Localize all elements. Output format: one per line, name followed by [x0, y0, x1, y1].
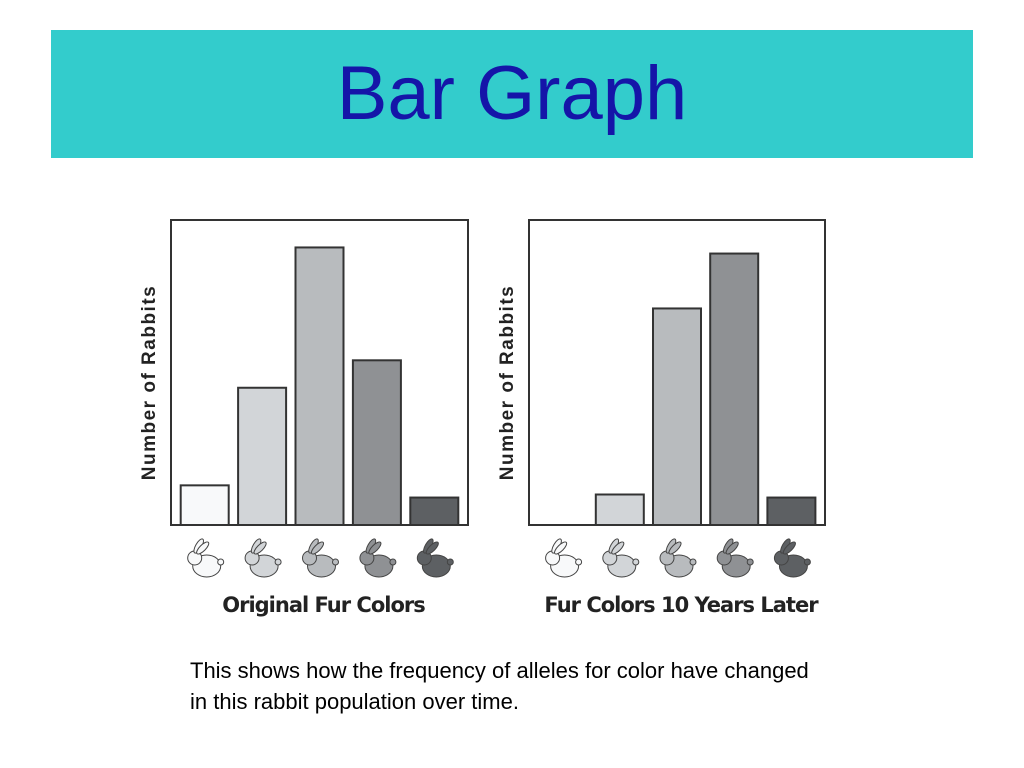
rabbit-tail	[689, 558, 697, 566]
x-axis-label: Fur Colors 10 Years Later	[544, 593, 819, 617]
rabbit-ear	[368, 541, 382, 555]
rabbit-tail	[575, 558, 583, 566]
rabbit-ear	[196, 541, 210, 555]
bar	[766, 496, 817, 526]
bar	[351, 359, 402, 526]
rabbit-icon	[545, 538, 583, 578]
rabbit-icon	[359, 538, 397, 578]
x-axis-label: Original Fur Colors	[222, 593, 425, 617]
rabbit-tail	[746, 558, 754, 566]
header: Bar Graph	[51, 30, 973, 158]
rabbit-icon	[244, 538, 282, 578]
slide-title: Bar Graph	[336, 51, 688, 136]
bar	[594, 493, 645, 526]
rabbit-ear	[425, 541, 439, 555]
rabbit-ear	[253, 541, 267, 555]
bar	[294, 246, 345, 526]
y-axis-label: Number of Rabbits	[139, 285, 160, 480]
rabbit-icon	[187, 538, 225, 578]
rabbit-tail	[389, 558, 397, 566]
rabbit-tail	[274, 558, 282, 566]
rabbit-tail	[803, 558, 811, 566]
rabbit-icon	[602, 538, 640, 578]
bar	[709, 252, 760, 527]
rabbit-tail	[446, 558, 454, 566]
rabbit-icon	[416, 538, 454, 578]
bar	[409, 496, 460, 526]
y-axis-label: Number of Rabbits	[497, 285, 518, 480]
rabbit-tail	[632, 558, 640, 566]
caption: This shows how the frequency of alleles …	[190, 658, 809, 714]
bar	[237, 386, 288, 526]
rabbit-icon	[659, 538, 697, 578]
rabbit-ear	[611, 541, 625, 555]
rabbit-ear	[668, 541, 682, 555]
rabbit-tail	[332, 558, 339, 566]
bar	[652, 307, 702, 527]
rabbit-ear	[310, 541, 325, 555]
rabbit-ear	[725, 541, 739, 555]
rabbit-icon	[773, 538, 811, 578]
rabbit-icon	[716, 538, 754, 578]
bar	[179, 484, 230, 527]
rabbit-tail	[217, 558, 225, 566]
rabbit-ear	[554, 541, 568, 555]
rabbit-icon	[302, 538, 339, 578]
rabbit-ear	[782, 541, 796, 555]
